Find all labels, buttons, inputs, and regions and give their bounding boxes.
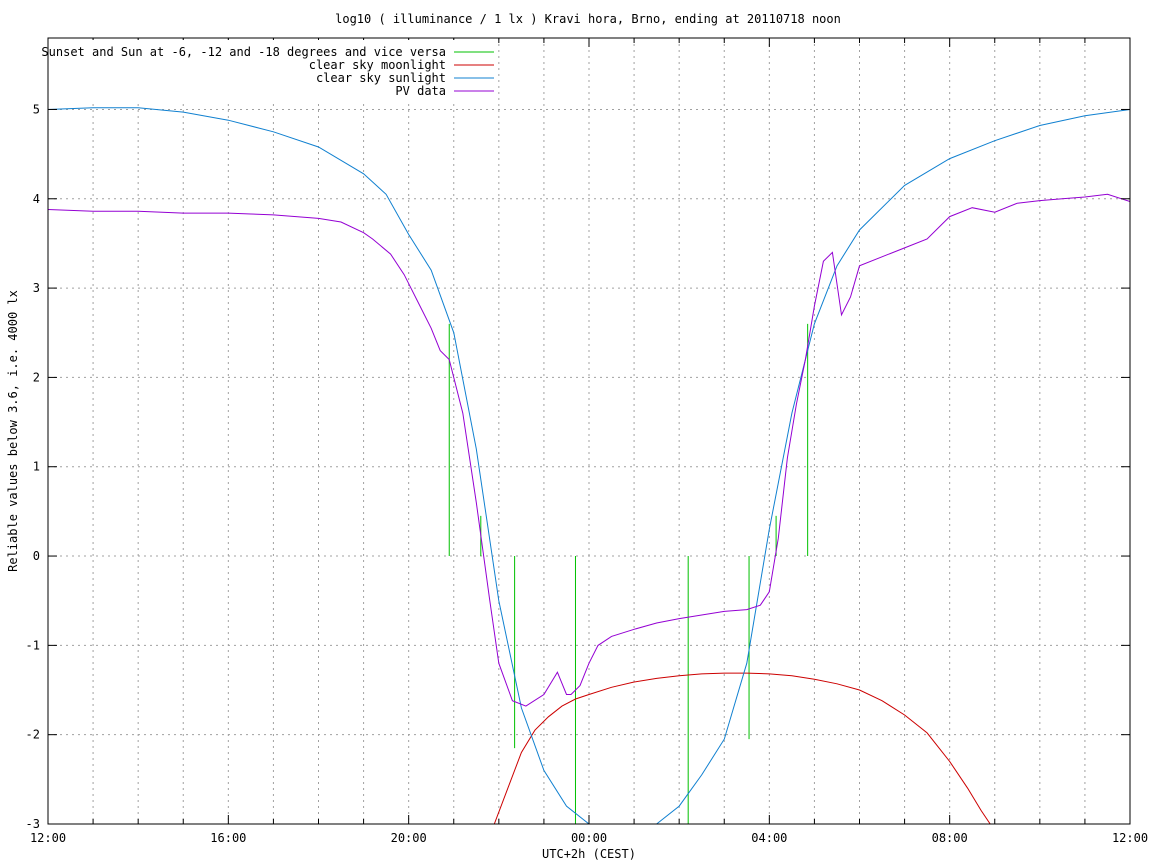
legend-label: Sunset and Sun at -6, -12 and -18 degree… bbox=[41, 45, 446, 59]
legend: Sunset and Sun at -6, -12 and -18 degree… bbox=[41, 40, 498, 100]
y-tick-label: 1 bbox=[33, 460, 40, 474]
y-tick-label: 0 bbox=[33, 549, 40, 563]
x-tick-label: 12:00 bbox=[1112, 831, 1148, 845]
legend-label: clear sky moonlight bbox=[309, 58, 446, 72]
x-axis-label: UTC+2h (CEST) bbox=[542, 847, 636, 861]
y-tick-label: 5 bbox=[33, 102, 40, 116]
series-line-2 bbox=[48, 107, 1130, 824]
legend-background bbox=[50, 40, 498, 100]
tick-labels: 12:00 16:00 20:00 00:00 04:00 08:00 12:00-3-2-… bbox=[26, 102, 1149, 845]
y-tick-label: -2 bbox=[26, 728, 40, 742]
x-tick-label: 12:00 bbox=[30, 831, 66, 845]
series-line-1 bbox=[493, 672, 991, 824]
tick-marks bbox=[47, 38, 1131, 825]
x-tick-label: 08:00 bbox=[932, 831, 968, 845]
grid bbox=[48, 38, 1130, 824]
y-tick-label: -3 bbox=[26, 817, 40, 831]
y-tick-label: 2 bbox=[33, 370, 40, 384]
x-tick-label: 20:00 bbox=[391, 831, 427, 845]
series-line-3 bbox=[48, 193, 1130, 707]
x-tick-label: 00:00 bbox=[571, 831, 607, 845]
chart-title: log10 ( illuminance / 1 lx ) Kravi hora,… bbox=[335, 12, 841, 26]
legend-label: PV data bbox=[395, 84, 446, 98]
y-tick-label: -1 bbox=[26, 638, 40, 652]
y-tick-label: 3 bbox=[33, 281, 40, 295]
y-tick-label: 4 bbox=[33, 192, 40, 206]
x-tick-label: 16:00 bbox=[210, 831, 246, 845]
y-axis-label: Reliable values below 3.6, i.e. 4000 lx bbox=[6, 290, 20, 572]
plot-frame bbox=[47, 37, 1131, 825]
legend-label: clear sky sunlight bbox=[316, 71, 446, 85]
series-layer bbox=[48, 107, 1130, 824]
x-tick-label: 04:00 bbox=[751, 831, 787, 845]
